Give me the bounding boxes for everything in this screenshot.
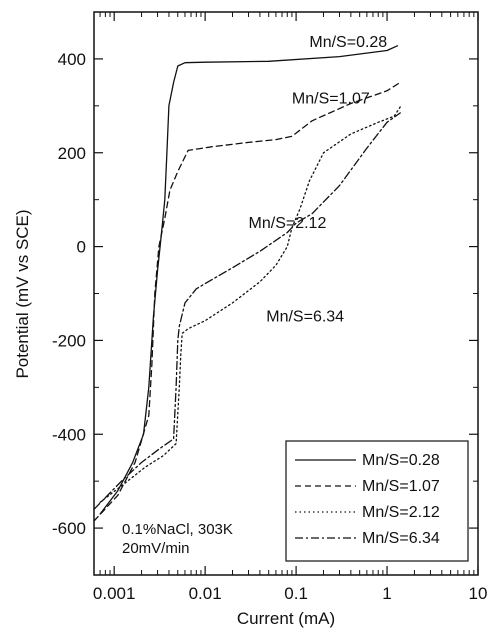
y-tick-label: 400 [58, 50, 86, 69]
x-tick-label: 0.1 [284, 584, 308, 603]
y-tick-label: 0 [77, 238, 86, 257]
series-line [93, 81, 401, 522]
y-axis-label: Potential (mV vs SCE) [13, 209, 32, 378]
y-tick-label: -200 [52, 331, 86, 350]
x-axis-label: Current (mA) [237, 609, 335, 628]
legend: Mn/S=0.28 Mn/S=1.07 Mn/S=2.12 Mn/S=6.34 [285, 440, 469, 562]
curve-annotation: Mn/S=2.12 [249, 215, 327, 232]
curve-annotation: Mn/S=6.34 [266, 309, 344, 326]
curve-annotation: Mn/S=0.28 [309, 34, 387, 51]
legend-label: Mn/S=2.12 [362, 504, 440, 521]
y-tick-label: -600 [52, 519, 86, 538]
legend-label: Mn/S=6.34 [362, 530, 440, 547]
curve-annotations: Mn/S=0.28 Mn/S=1.07 Mn/S=2.12 Mn/S=6.34 [249, 34, 388, 325]
legend-label: Mn/S=1.07 [362, 478, 440, 495]
note-line-1: 0.1%NaCl, 303K [122, 521, 233, 538]
y-tick-label: -400 [52, 425, 86, 444]
legend-box [285, 440, 469, 562]
series-line [99, 45, 399, 515]
y-tick-label: 200 [58, 144, 86, 163]
series-line [93, 112, 401, 510]
series-line [99, 106, 401, 503]
axis-ticks [93, 11, 479, 576]
x-tick-label: 0.001 [93, 584, 136, 603]
legend-label: Mn/S=0.28 [362, 452, 440, 469]
curve-annotation: Mn/S=1.07 [292, 90, 370, 107]
x-tick-label: 0.01 [189, 584, 222, 603]
x-tick-label: 1 [382, 584, 391, 603]
tick-labels: 0.001 0.01 0.1 1 10 -600 -400 -200 0 200 400 [52, 50, 487, 603]
note-line-2: 20mV/min [122, 540, 190, 557]
x-tick-label: 10 [469, 584, 488, 603]
series-lines [93, 45, 401, 522]
